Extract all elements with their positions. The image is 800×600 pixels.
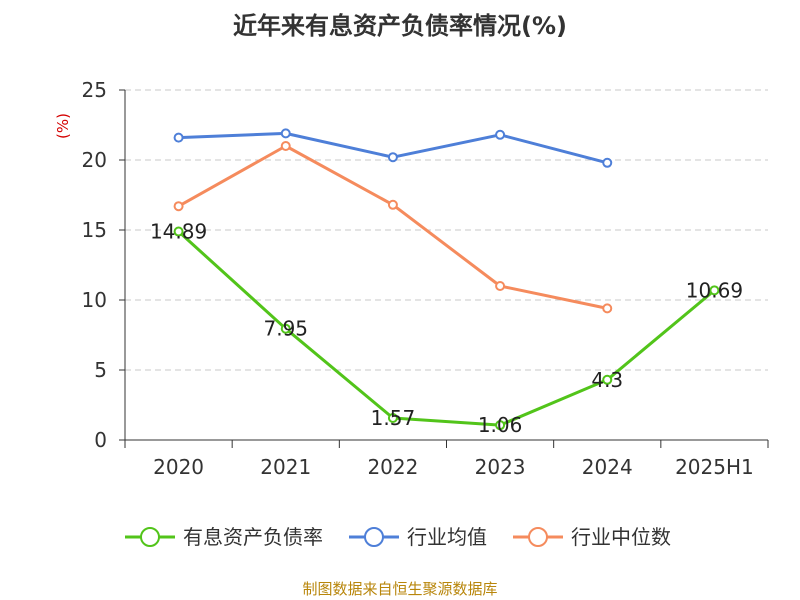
data-label: 1.06: [478, 413, 523, 437]
data-point[interactable]: [602, 374, 613, 385]
series-line: [177, 144, 608, 310]
x-tick-label: 2024: [582, 455, 633, 479]
data-point[interactable]: [173, 201, 184, 212]
data-point[interactable]: [387, 413, 398, 424]
data-point[interactable]: [280, 141, 291, 151]
data-point[interactable]: [602, 157, 613, 168]
data-point[interactable]: [495, 129, 506, 140]
legend-item[interactable]: 行业中位数: [513, 525, 671, 549]
legend-label: 有息资产负债率: [183, 525, 323, 549]
data-point[interactable]: [602, 303, 613, 314]
data-label: 7.95: [263, 317, 308, 341]
gridlines: [125, 89, 768, 371]
x-tick-label: 2022: [367, 455, 418, 479]
data-point[interactable]: [709, 285, 720, 296]
chart-title: 近年来有息资产负债率情况(%): [233, 12, 567, 40]
series-line: [177, 230, 716, 427]
data-source-note: 制图数据来自恒生聚源数据库: [302, 580, 497, 598]
x-tick-label: 2020: [153, 455, 204, 479]
legend-label: 行业中位数: [571, 525, 671, 549]
x-tick-label: 2023: [475, 455, 526, 479]
data-point[interactable]: [495, 420, 506, 431]
data-point[interactable]: [173, 226, 184, 237]
legend-marker-icon: [364, 527, 384, 547]
y-tick-label: 25: [82, 78, 107, 102]
data-label: 1.57: [371, 406, 416, 430]
legend-marker-icon: [528, 527, 548, 547]
x-tick-label: 2025H1: [675, 455, 754, 479]
data-point[interactable]: [173, 132, 184, 143]
data-label: 14.89: [150, 220, 207, 244]
y-tick-label: 0: [94, 428, 107, 452]
y-tick-label: 20: [82, 148, 107, 172]
y-tick-label: 10: [82, 288, 107, 312]
y-tick-label: 5: [94, 358, 107, 382]
legend[interactable]: 有息资产负债率 行业均值 行业中位数: [125, 525, 671, 549]
axes: 0 5 10 15 20 25 2020 2021 2022 2023 2024 2025H1: [82, 78, 769, 479]
data-label: 10.69: [686, 278, 743, 302]
data-point[interactable]: [280, 323, 291, 334]
data-point[interactable]: [495, 281, 506, 291]
legend-item[interactable]: 行业均值: [349, 525, 487, 549]
data-point[interactable]: [387, 199, 398, 210]
data-label: 4.3: [591, 368, 623, 392]
legend-label: 行业均值: [407, 525, 487, 549]
data-point[interactable]: [387, 152, 398, 163]
series-lines: [173, 128, 720, 431]
data-labels: 14.89 7.95 1.57 1.06 4.3 10.69: [150, 220, 743, 438]
legend-item[interactable]: 有息资产负债率: [125, 525, 323, 549]
data-point[interactable]: [280, 128, 291, 139]
y-tick-label: 15: [82, 218, 107, 242]
y-axis-unit-label: (%): [54, 113, 72, 139]
legend-marker-icon: [140, 527, 160, 547]
x-tick-label: 2021: [260, 455, 311, 479]
